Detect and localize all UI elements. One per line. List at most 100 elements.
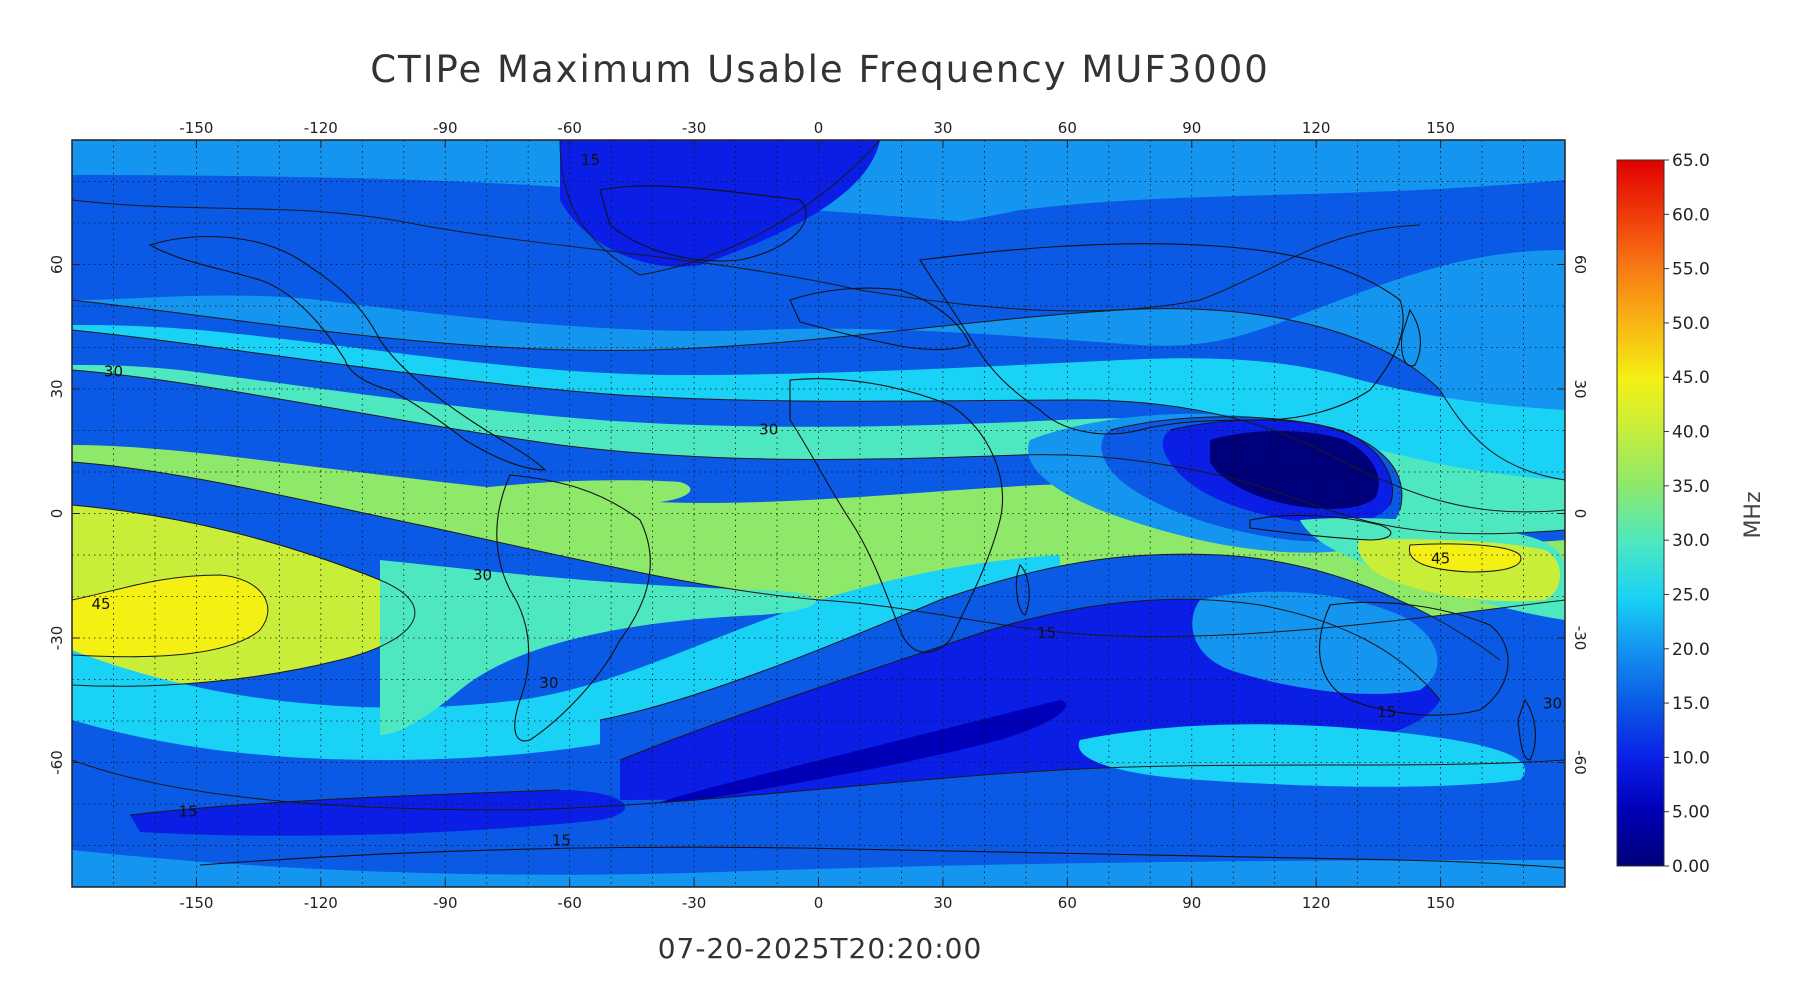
colorbar-tick-label: 55.0 — [1672, 260, 1710, 280]
lon-tick-label-bottom: -90 — [433, 894, 458, 912]
contour-line — [599, 553, 1501, 721]
lon-tick-label-top: 120 — [1302, 119, 1331, 137]
contour-value-label: 15 — [581, 151, 600, 169]
contour-line — [72, 574, 269, 658]
lat-tick-label-left: -30 — [48, 626, 66, 651]
coastline-europe — [789, 287, 971, 351]
lon-tick-label-bottom: -150 — [179, 894, 213, 912]
lon-tick-label-top: -120 — [304, 119, 338, 137]
band-5-south — [640, 700, 1067, 810]
coastline-south-america — [496, 474, 651, 742]
lon-tick-label-bottom: 150 — [1426, 894, 1455, 912]
lat-tick-label-right: -60 — [1571, 750, 1589, 775]
contour-labels: 15 30 30 30 30 45 45 15 15 15 15 30 — [91, 151, 1562, 850]
band-25-south-atlantic — [72, 555, 1060, 760]
contour-line — [72, 329, 1565, 513]
colorbar-gradient — [1616, 159, 1665, 867]
contour-line — [1408, 543, 1522, 573]
contour-value-label: 30 — [539, 674, 558, 692]
contour-line — [619, 598, 1441, 761]
colorbar-tick-label: 60.0 — [1672, 205, 1710, 225]
coastline-australia — [1319, 601, 1509, 716]
contour-lines — [72, 140, 1565, 816]
contour-line — [72, 504, 416, 687]
lat-tick-label-left: -60 — [48, 750, 66, 775]
contour-line — [72, 369, 1565, 535]
colorbar: 65.0 60.0 55.0 50.0 45.0 40.0 35.0 30.0 25.0 20.0… — [1616, 151, 1766, 877]
contour-line — [129, 789, 561, 816]
band-45-maritime — [1409, 543, 1521, 572]
contour-value-label: 15 — [1377, 703, 1396, 721]
contour-value-label: 15 — [552, 832, 571, 850]
lon-tick-label-bottom: 30 — [933, 894, 952, 912]
coastline-greenland — [599, 185, 807, 262]
lon-tick-label-bottom: -60 — [557, 894, 582, 912]
contour-line — [559, 140, 881, 276]
colorbar-tick-label: 15.0 — [1672, 694, 1710, 714]
colorbar-tick-label: 40.0 — [1672, 423, 1710, 443]
coastline-new-zealand — [1517, 698, 1536, 761]
band-20-australia — [1192, 591, 1438, 694]
lat-tick-label-right: 0 — [1571, 509, 1589, 519]
lon-tick-label-bottom: 60 — [1058, 894, 1077, 912]
colorbar-tick-label: 20.0 — [1672, 640, 1710, 660]
dotted-grid — [72, 140, 1565, 887]
contour-value-label: 30 — [759, 421, 778, 439]
band-antarctic-10 — [130, 790, 626, 836]
lat-tick-label-left: 60 — [48, 255, 66, 274]
axis-tick-labels: -150 -150 -120 -120 -90 -90 -60 -60 -30 -30 0 0 30 30… — [48, 119, 1589, 912]
coastline-indonesia — [1249, 514, 1392, 541]
coastline-north-america — [148, 236, 547, 471]
lon-tick-label-top: 90 — [1182, 119, 1201, 137]
band-30-south-america — [380, 560, 817, 735]
lat-tick-label-right: 60 — [1571, 255, 1589, 274]
band-30-caribbean — [430, 480, 691, 506]
lat-tick-label-left: 0 — [48, 509, 66, 519]
lon-tick-label-top: -30 — [682, 119, 707, 137]
coastline-africa — [789, 378, 1004, 653]
band-north-15 — [72, 175, 1565, 311]
contour-value-label: 45 — [91, 595, 110, 613]
contour-value-label: 15 — [1037, 624, 1056, 642]
lat-tick-label-right: -30 — [1571, 626, 1589, 651]
contour-line — [72, 461, 1565, 638]
axis-ticks — [72, 140, 1565, 887]
colorbar-tick-label: 65.0 — [1672, 151, 1710, 171]
lon-tick-label-top: -90 — [433, 119, 458, 137]
colorbar-unit-label: MHz — [1741, 491, 1766, 538]
lon-tick-label-top: 30 — [933, 119, 952, 137]
colorbar-tick-label: 45.0 — [1672, 368, 1710, 388]
lon-tick-label-bottom: 120 — [1302, 894, 1331, 912]
colorbar-tick-label: 10.0 — [1672, 748, 1710, 768]
lon-tick-label-bottom: -30 — [682, 894, 707, 912]
lon-tick-label-bottom: 0 — [814, 894, 824, 912]
contour-value-label: 45 — [1431, 549, 1450, 567]
coastline-madagascar — [1015, 563, 1030, 616]
contour-value-label: 30 — [1543, 695, 1562, 713]
lon-tick-label-top: -60 — [557, 119, 582, 137]
colorbar-tick-label: 25.0 — [1672, 585, 1710, 605]
colorbar-ticks: 65.0 60.0 55.0 50.0 45.0 40.0 35.0 30.0 25.0 20.0… — [1664, 151, 1710, 877]
contour-line — [72, 199, 1421, 312]
lon-tick-label-top: 0 — [814, 119, 824, 137]
lon-tick-label-bottom: -120 — [304, 894, 338, 912]
colorbar-tick-label: 5.00 — [1672, 803, 1710, 823]
contour-line — [72, 299, 1565, 481]
lon-tick-label-top: 150 — [1426, 119, 1455, 137]
coastline-japan — [1401, 308, 1421, 367]
band-0-asia-low — [1210, 431, 1379, 510]
plot-title: CTIPe Maximum Usable Frequency MUF3000 — [370, 48, 1270, 91]
contour-value-label: 30 — [104, 363, 123, 381]
lat-tick-label-right: 30 — [1571, 379, 1589, 398]
lon-tick-label-top: -150 — [179, 119, 213, 137]
band-45-pacific — [72, 575, 268, 657]
timestamp-label: 07-20-2025T20:20:00 — [657, 932, 983, 965]
lat-tick-label-left: 30 — [48, 379, 66, 398]
colorbar-tick-label: 35.0 — [1672, 477, 1710, 497]
contour-line — [1169, 419, 1394, 506]
colorbar-tick-label: 0.00 — [1672, 857, 1710, 877]
band-north-10 — [560, 140, 880, 267]
coastlines — [148, 185, 1565, 869]
